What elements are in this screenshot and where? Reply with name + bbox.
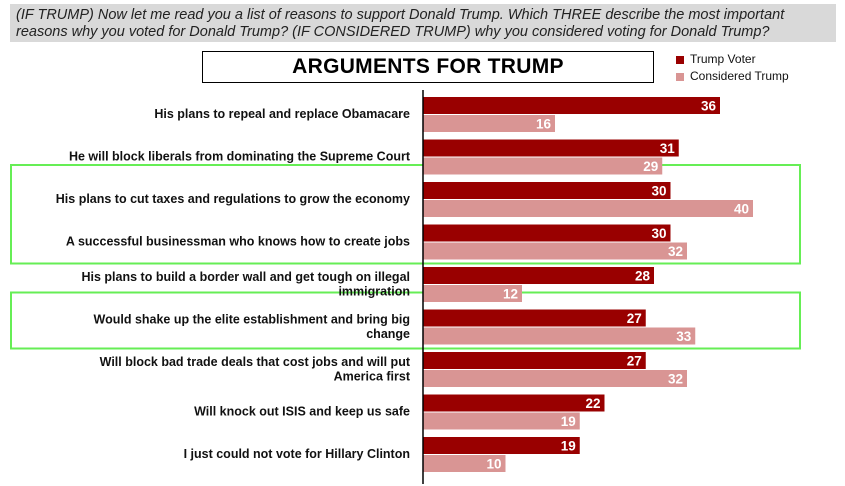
legend-swatch-trump-voter — [676, 55, 684, 64]
category-label-4: His plans to build a border wall and get… — [82, 270, 411, 299]
data-label-considered-trump-4: 12 — [503, 287, 518, 302]
bar-trump-voter-6 — [423, 352, 646, 369]
bar-trump-voter-3 — [423, 224, 671, 242]
highlight-box-1 — [10, 291, 801, 350]
category-label-2: His plans to cut taxes and regulations t… — [56, 192, 410, 206]
legend-item-trump-voter: Trump Voter — [676, 51, 789, 68]
category-label-1: He will block liberals from dominating t… — [69, 150, 411, 164]
data-label-trump-voter-2: 30 — [651, 184, 666, 199]
legend-label-trump-voter: Trump Voter — [690, 52, 756, 66]
bar-trump-voter-2 — [423, 182, 671, 199]
highlight-box-0 — [10, 164, 801, 265]
bar-considered-trump-8 — [423, 455, 506, 472]
chart-title: ARGUMENTS FOR TRUMP — [202, 51, 654, 83]
bar-considered-trump-2 — [423, 200, 753, 217]
bar-considered-trump-0 — [423, 115, 555, 132]
category-label-8: I just could not vote for Hillary Clinto… — [184, 447, 410, 461]
legend-label-considered-trump: Considered Trump — [690, 69, 789, 83]
data-label-trump-voter-8: 19 — [561, 439, 576, 454]
data-label-trump-voter-6: 27 — [627, 354, 642, 369]
data-label-considered-trump-6: 32 — [668, 372, 683, 387]
bar-trump-voter-8 — [423, 437, 580, 454]
data-label-considered-trump-7: 19 — [561, 414, 576, 429]
bar-trump-voter-5 — [423, 309, 646, 327]
category-label-7: Will knock out ISIS and keep us safe — [194, 405, 410, 419]
data-label-considered-trump-8: 10 — [486, 457, 501, 472]
question-text: (IF TRUMP) Now let me read you a list of… — [10, 4, 836, 42]
category-label-3: A successful businessman who knows how t… — [66, 235, 410, 249]
bar-trump-voter-1 — [423, 139, 679, 157]
category-label-5: Would shake up the elite establishment a… — [94, 312, 411, 341]
bar-considered-trump-5 — [423, 327, 696, 345]
data-label-trump-voter-5: 27 — [627, 311, 642, 326]
category-label-0: His plans to repeal and replace Obamacar… — [154, 107, 410, 121]
bar-considered-trump-7 — [423, 412, 580, 430]
bar-trump-voter-4 — [423, 267, 654, 284]
data-label-considered-trump-2: 40 — [734, 202, 749, 217]
data-label-considered-trump-3: 32 — [668, 244, 683, 259]
category-label-6: Will block bad trade deals that cost job… — [100, 355, 411, 384]
legend-item-considered-trump: Considered Trump — [676, 68, 789, 85]
data-label-trump-voter-1: 31 — [660, 141, 676, 156]
bar-trump-voter-0 — [423, 97, 720, 114]
data-label-trump-voter-3: 30 — [651, 226, 666, 241]
data-label-trump-voter-7: 22 — [585, 396, 600, 411]
bar-considered-trump-6 — [423, 370, 687, 387]
data-label-trump-voter-0: 36 — [701, 99, 717, 114]
bar-considered-trump-4 — [423, 285, 522, 302]
data-label-considered-trump-1: 29 — [643, 159, 658, 174]
bar-trump-voter-7 — [423, 394, 605, 412]
bar-considered-trump-3 — [423, 242, 687, 260]
data-label-considered-trump-5: 33 — [676, 329, 692, 344]
legend-swatch-considered-trump — [676, 72, 684, 81]
data-label-trump-voter-4: 28 — [635, 269, 651, 284]
chart-legend: Trump Voter Considered Trump — [676, 51, 789, 85]
data-label-considered-trump-0: 16 — [536, 117, 552, 132]
bar-considered-trump-1 — [423, 157, 663, 175]
